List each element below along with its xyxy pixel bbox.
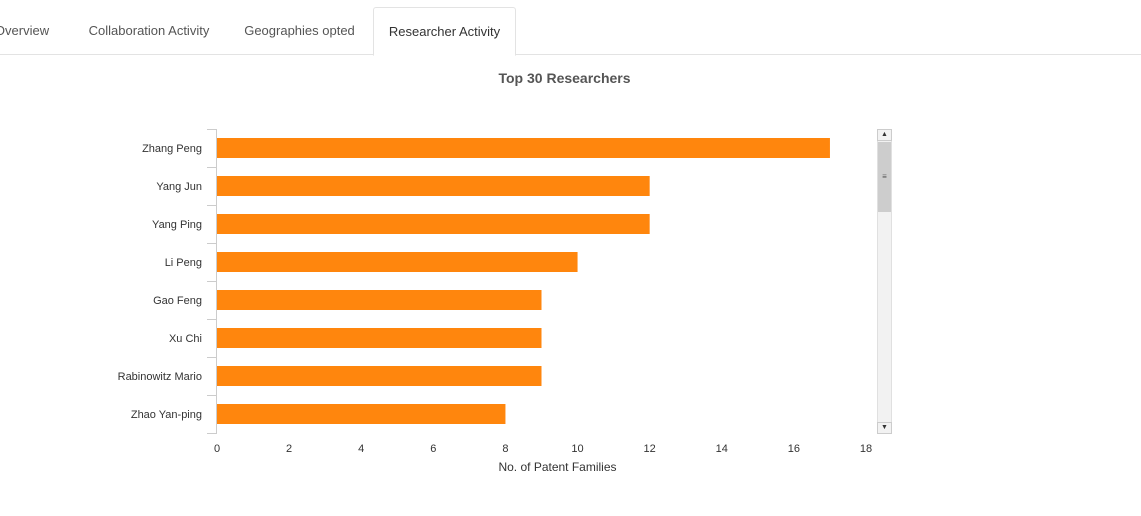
x-tick-label: 4: [358, 443, 364, 455]
bar: [217, 290, 542, 310]
scroll-down-icon[interactable]: ▼: [877, 422, 892, 434]
x-tick-label: 16: [788, 443, 800, 455]
x-tick-label: 8: [502, 443, 508, 455]
tab-collaboration-activity[interactable]: Collaboration Activity: [88, 23, 210, 38]
x-tick-label: 6: [430, 443, 436, 455]
x-axis-title: No. of Patent Families: [498, 460, 616, 474]
tab-geographies-opted[interactable]: Geographies opted: [244, 23, 355, 38]
grip-icon: ≡: [882, 172, 887, 181]
category-label: Yang Ping: [152, 219, 202, 231]
chart-scrollbar[interactable]: ▲ ≡ ▼: [877, 129, 892, 434]
category-label: Gao Feng: [153, 295, 202, 307]
category-label: Xu Chi: [169, 333, 202, 345]
category-label: Rabinowitz Mario: [118, 371, 202, 383]
category-label: Yang Jun: [156, 181, 202, 193]
tab-bar: Overview Collaboration Activity Geograph…: [0, 0, 1141, 56]
x-tick-label: 18: [860, 443, 872, 455]
x-tick-label: 14: [716, 443, 728, 455]
category-label: Li Peng: [165, 257, 202, 269]
x-tick-label: 0: [214, 443, 220, 455]
chart-title: Top 30 Researchers: [498, 70, 631, 86]
bar: [217, 366, 542, 386]
bar: [217, 252, 578, 272]
scroll-up-icon[interactable]: ▲: [877, 129, 892, 141]
x-tick-label: 2: [286, 443, 292, 455]
bar: [217, 328, 542, 348]
tab-overview[interactable]: Overview: [0, 23, 50, 38]
tab-researcher-activity[interactable]: Researcher Activity: [373, 7, 516, 56]
x-tick-label: 12: [644, 443, 656, 455]
bar: [217, 404, 506, 424]
bar: [217, 138, 830, 158]
bar: [217, 214, 650, 234]
category-label: Zhao Yan-ping: [131, 409, 202, 421]
x-tick-label: 10: [571, 443, 583, 455]
bar: [217, 176, 650, 196]
category-label: Zhang Peng: [142, 143, 202, 155]
scroll-thumb[interactable]: ≡: [878, 142, 891, 212]
